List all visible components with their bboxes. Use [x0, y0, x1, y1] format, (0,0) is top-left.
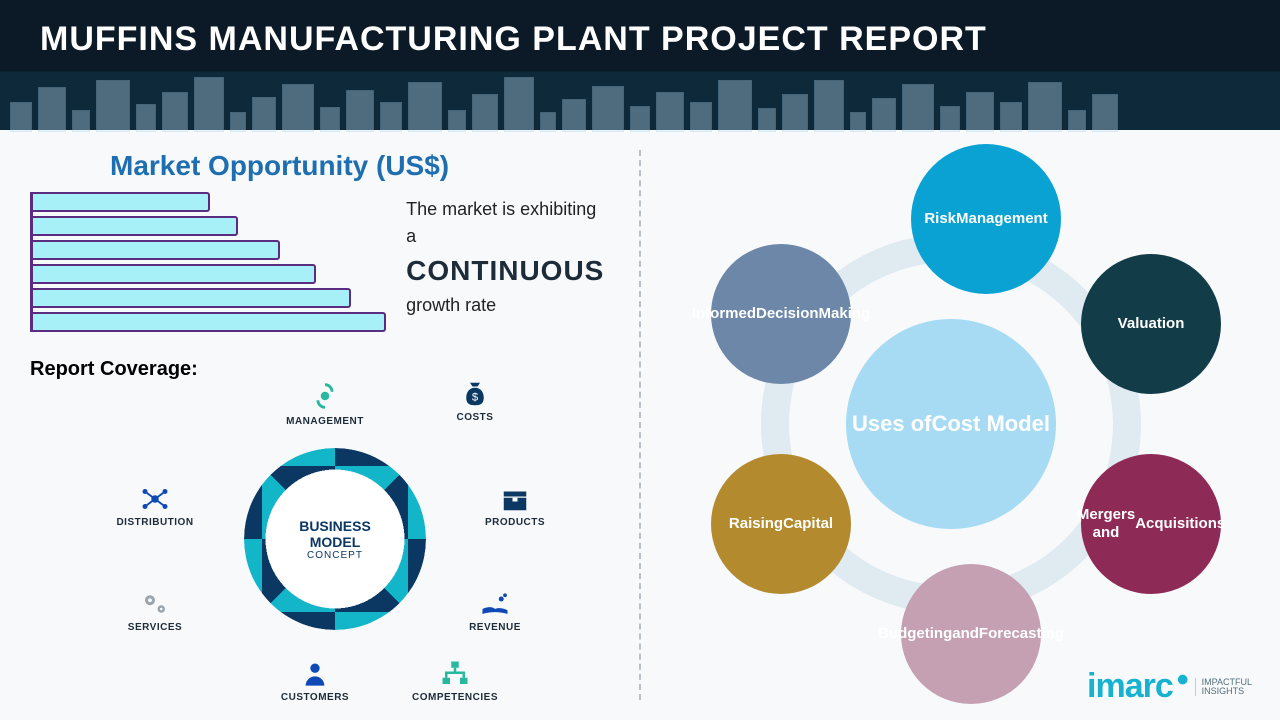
coverage-item-revenue: REVENUE: [440, 589, 550, 633]
wheel-node: BudgetingandForecasting: [901, 564, 1041, 704]
coverage-item-competencies: COMPETENCIES: [400, 659, 510, 703]
chart-bar: [33, 264, 316, 284]
market-opportunity-block: The market is exhibiting a CONTINUOUS gr…: [30, 192, 609, 332]
market-opportunity-text: The market is exhibiting a CONTINUOUS gr…: [406, 196, 609, 332]
coverage-item-label: MANAGEMENT: [270, 416, 380, 427]
business-model-hub: BUSINESS MODEL CONCEPT: [260, 464, 410, 614]
coverage-item-products: PRODUCTS: [460, 484, 570, 528]
report-coverage-diagram: BUSINESS MODEL CONCEPT MANAGEMENT$COSTSP…: [120, 389, 550, 689]
logo-tag2: INSIGHTS: [1202, 687, 1252, 696]
logo-tagline: IMPACTFUL INSIGHTS: [1195, 678, 1252, 696]
coverage-item-distribution: DISTRIBUTION: [100, 484, 210, 528]
brand-logo: imarc • IMPACTFUL INSIGHTS: [1087, 667, 1252, 706]
market-opportunity-chart: [30, 192, 386, 332]
report-header: MUFFINS MANUFACTURING PLANT PROJECT REPO…: [0, 0, 1280, 130]
wheel-hub: Uses ofCost Model: [846, 319, 1056, 529]
chart-bar: [33, 312, 386, 332]
mo-text-big: CONTINUOUS: [406, 250, 609, 292]
coverage-item-label: CUSTOMERS: [260, 692, 370, 703]
coverage-item-services: SERVICES: [100, 589, 210, 633]
coverage-item-customers: CUSTOMERS: [260, 659, 370, 703]
wheel-node: RaisingCapital: [711, 454, 851, 594]
report-coverage-title: Report Coverage:: [30, 358, 609, 381]
logo-dot-icon: •: [1177, 661, 1189, 700]
market-opportunity-title: Market Opportunity (US$): [110, 150, 609, 182]
wheel-node: RiskManagement: [911, 144, 1061, 294]
wheel-node: InformedDecisionMaking: [711, 244, 851, 384]
coverage-item-costs: $ COSTS: [420, 379, 530, 423]
main-area: Market Opportunity (US$) The market is e…: [0, 130, 1280, 720]
report-title: MUFFINS MANUFACTURING PLANT PROJECT REPO…: [40, 20, 1240, 59]
coverage-item-label: PRODUCTS: [460, 517, 570, 528]
coverage-item-label: COMPETENCIES: [400, 692, 510, 703]
chart-bar: [33, 192, 210, 212]
coverage-item-label: REVENUE: [440, 622, 550, 633]
coverage-item-label: SERVICES: [100, 622, 210, 633]
cost-model-wheel: Uses ofCost Model RiskManagementValuatio…: [671, 144, 1231, 704]
skyline-decoration: [0, 72, 1280, 132]
coverage-item-management: MANAGEMENT: [270, 379, 380, 427]
coverage-item-label: COSTS: [420, 412, 530, 423]
svg-text:$: $: [472, 391, 479, 403]
logo-text: imarc: [1087, 667, 1173, 706]
coverage-item-label: DISTRIBUTION: [100, 517, 210, 528]
mo-text-line1: The market is exhibiting a: [406, 199, 596, 246]
left-column: Market Opportunity (US$) The market is e…: [0, 130, 639, 720]
wheel-node: Valuation: [1081, 254, 1221, 394]
wheel-node: Mergers andAcquisitions: [1081, 454, 1221, 594]
business-model-ring: [244, 448, 426, 630]
chart-bar: [33, 288, 351, 308]
right-column: Uses ofCost Model RiskManagementValuatio…: [641, 130, 1280, 720]
chart-bar: [33, 240, 280, 260]
chart-bar: [33, 216, 238, 236]
mo-text-line2: growth rate: [406, 295, 496, 315]
